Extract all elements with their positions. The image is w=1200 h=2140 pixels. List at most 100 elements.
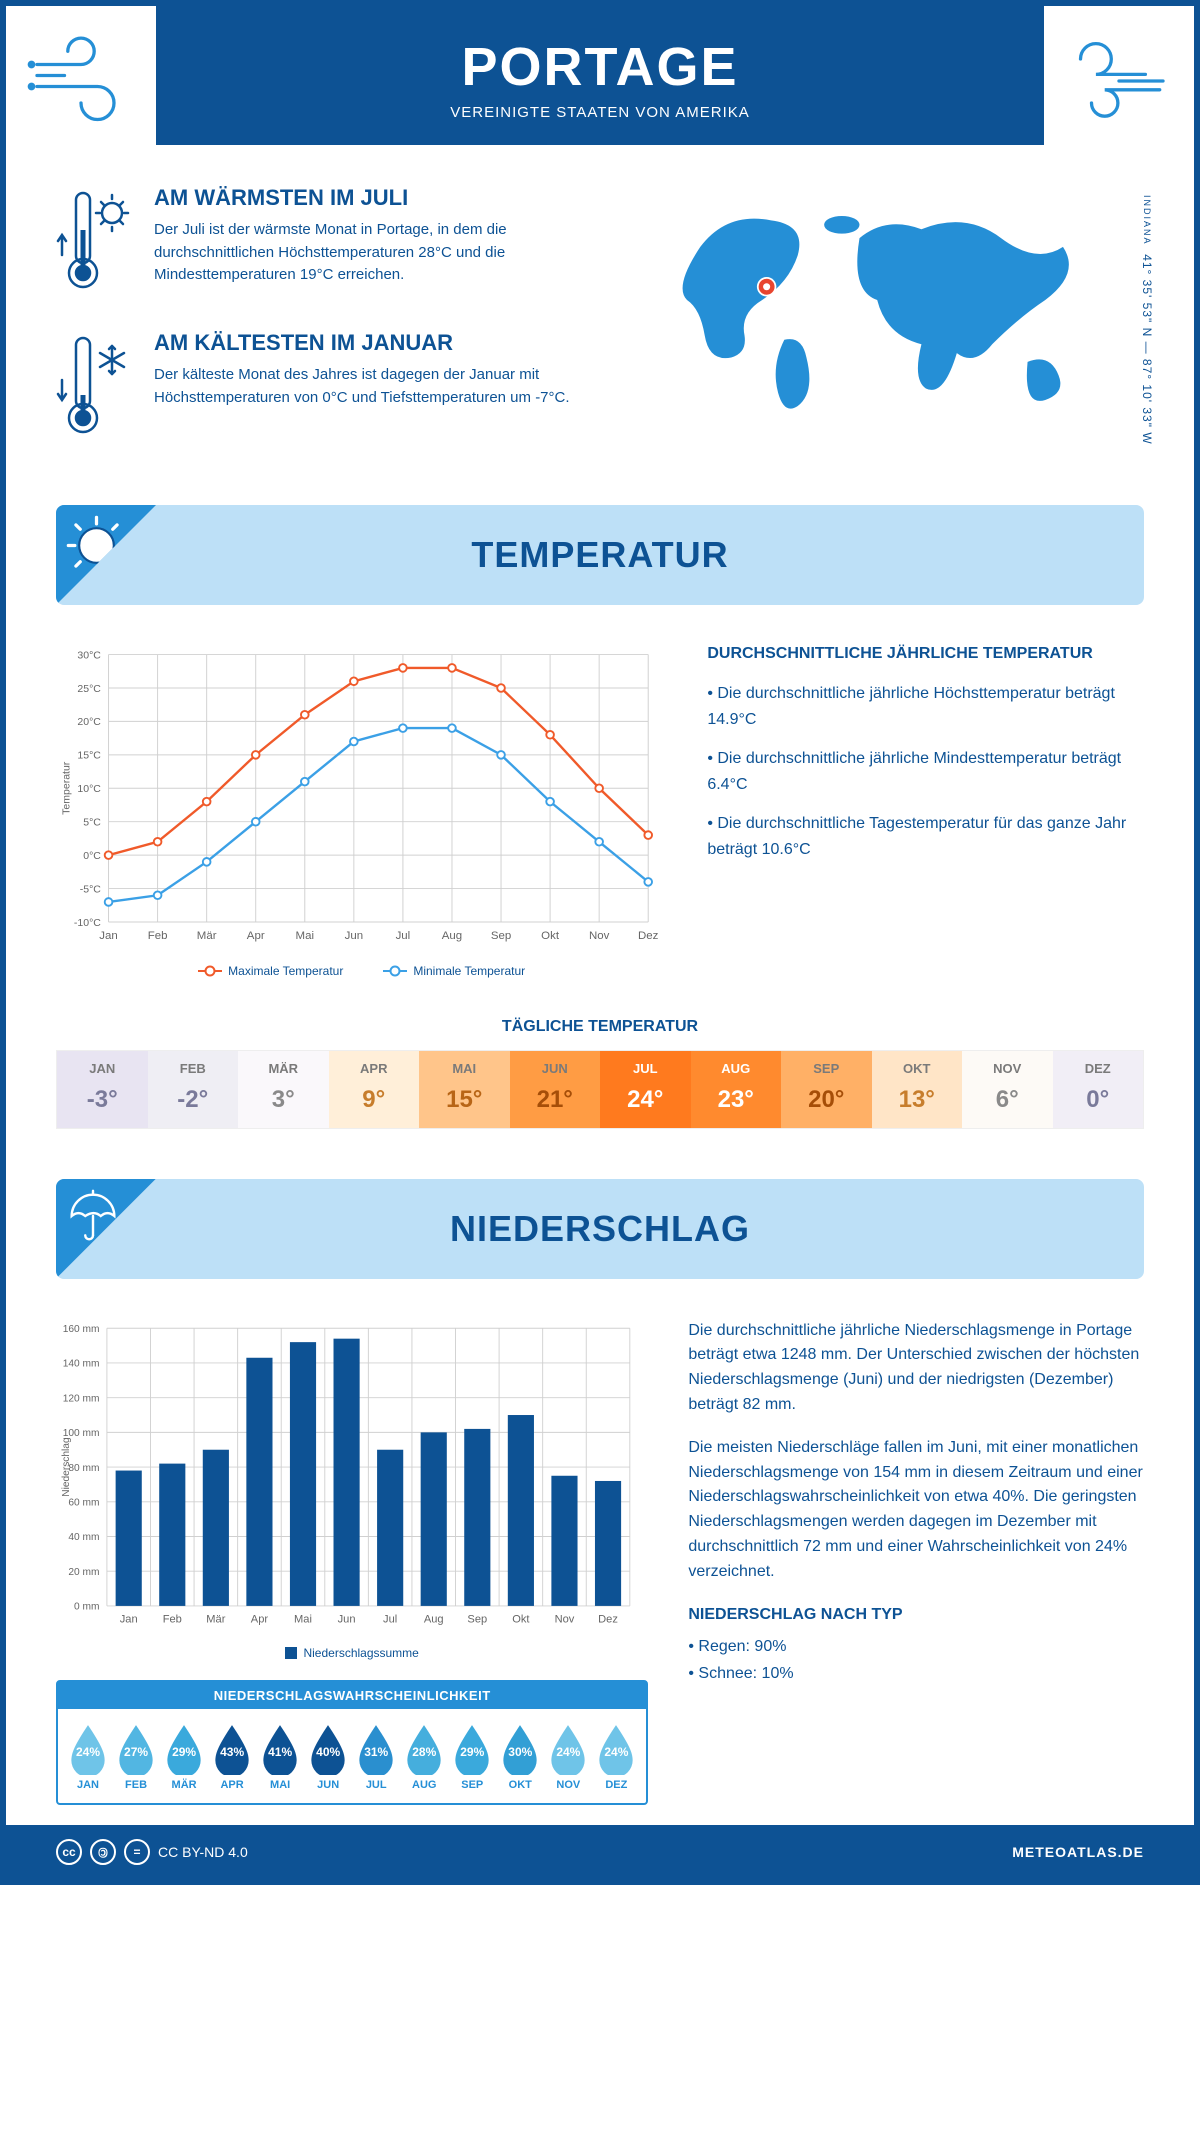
precipitation-text: Die durchschnittliche jährliche Niedersc… [688,1319,1144,1806]
probability-item: 24%JAN [64,1723,112,1791]
warmest-text: Der Juli ist der wärmste Monat in Portag… [154,219,598,287]
daily-temp-cell: APR9° [329,1051,420,1128]
daily-temp-cell: JUN21° [510,1051,601,1128]
svg-text:25°C: 25°C [77,683,101,695]
svg-text:Feb: Feb [148,930,168,942]
daily-temp-cell: OKT13° [872,1051,963,1128]
thermometer-snow-icon [56,330,136,445]
svg-text:Niederschlag: Niederschlag [61,1437,72,1496]
temperature-chart: -10°C -5°C 0°C 5°C 10°C 15°C 20°C 25°C 30°C Jan Fe… [56,645,667,978]
coordinates: INDIANA 41° 35' 53" N — 87° 10' 33" W [1140,195,1154,445]
world-map-icon [628,185,1144,415]
svg-text:Dez: Dez [638,930,659,942]
svg-text:Jun: Jun [338,1613,356,1625]
temperature-bullet: • Die durchschnittliche jährliche Mindes… [707,746,1144,797]
daily-temp-cell: NOV6° [962,1051,1053,1128]
temperature-legend: Maximale Temperatur Minimale Temperatur [56,964,667,978]
intro-section: AM WÄRMSTEN IM JULI Der Juli ist der wär… [6,145,1194,505]
svg-text:40 mm: 40 mm [68,1532,99,1543]
coldest-title: AM KÄLTESTEN IM JANUAR [154,330,598,356]
svg-text:60 mm: 60 mm [68,1497,99,1508]
probability-item: 31%JUL [352,1723,400,1791]
svg-text:20°C: 20°C [77,716,101,728]
daily-temperature-row: JAN-3°FEB-2°MÄR3°APR9°MAI15°JUN21°JUL24°… [56,1050,1144,1129]
probability-item: 30%OKT [496,1723,544,1791]
svg-text:30°C: 30°C [77,649,101,661]
daily-temp-cell: FEB-2° [148,1051,239,1128]
svg-text:Mär: Mär [206,1613,225,1625]
wind-icon-left [6,6,156,156]
svg-text:Sep: Sep [467,1613,487,1625]
svg-text:Jan: Jan [99,930,117,942]
svg-text:160 mm: 160 mm [63,1324,100,1335]
daily-temp-cell: DEZ0° [1053,1051,1144,1128]
svg-text:Sep: Sep [491,930,511,942]
svg-text:Mär: Mär [197,930,217,942]
probability-item: 24%NOV [544,1723,592,1791]
temperature-aside: DURCHSCHNITTLICHE JÄHRLICHE TEMPERATUR •… [707,645,1144,978]
svg-text:80 mm: 80 mm [68,1462,99,1473]
svg-text:Jan: Jan [120,1613,138,1625]
probability-item: 29%MÄR [160,1723,208,1791]
probability-item: 28%AUG [400,1723,448,1791]
svg-text:Mai: Mai [296,930,314,942]
page-subtitle: VEREINIGTE STAATEN VON AMERIKA [6,104,1194,121]
svg-text:Okt: Okt [512,1613,529,1625]
probability-item: 43%APR [208,1723,256,1791]
by-icon: 🄯 [90,1839,116,1865]
daily-temp-cell: MÄR3° [238,1051,329,1128]
svg-text:0 mm: 0 mm [74,1601,99,1612]
svg-text:Okt: Okt [541,930,560,942]
coldest-block: AM KÄLTESTEN IM JANUAR Der kälteste Mona… [56,330,598,445]
svg-text:Apr: Apr [247,930,265,942]
temperature-bullet: • Die durchschnittliche jährliche Höchst… [707,681,1144,732]
svg-text:Jun: Jun [345,930,363,942]
probability-item: 29%SEP [448,1723,496,1791]
svg-text:140 mm: 140 mm [63,1358,100,1369]
svg-text:15°C: 15°C [77,750,101,762]
precipitation-probability-box: NIEDERSCHLAGSWAHRSCHEINLICHKEIT 24%JAN27… [56,1680,648,1805]
license-text: CC BY-ND 4.0 [158,1844,248,1860]
warmest-title: AM WÄRMSTEN IM JULI [154,185,598,211]
wind-icon-right [1044,6,1194,156]
site-name: METEOATLAS.DE [1012,1844,1144,1860]
svg-text:Nov: Nov [555,1613,575,1625]
footer: cc 🄯 = CC BY-ND 4.0 METEOATLAS.DE [6,1825,1194,1879]
svg-text:0°C: 0°C [83,850,101,862]
probability-item: 40%JUN [304,1723,352,1791]
daily-temp-cell: JUL24° [600,1051,691,1128]
svg-text:Dez: Dez [598,1613,618,1625]
temperature-section-bar: TEMPERATUR [56,505,1144,605]
svg-text:20 mm: 20 mm [68,1567,99,1578]
nd-icon: = [124,1839,150,1865]
precipitation-legend: Niederschlagssumme [56,1646,648,1660]
daily-temp-cell: AUG23° [691,1051,782,1128]
cc-icon: cc [56,1839,82,1865]
temperature-bullet: • Die durchschnittliche Tagestemperatur … [707,811,1144,862]
precipitation-section-bar: NIEDERSCHLAG [56,1179,1144,1279]
probability-item: 41%MAI [256,1723,304,1791]
svg-text:-10°C: -10°C [74,917,101,929]
precipitation-chart: 0 mm20 mm40 mm60 mm80 mm100 mm120 mm140 … [56,1319,648,1634]
umbrella-icon [62,1185,124,1247]
header: PORTAGE VEREINIGTE STAATEN VON AMERIKA [6,6,1194,145]
daily-temp-cell: JAN-3° [57,1051,148,1128]
svg-text:Apr: Apr [251,1613,269,1625]
svg-text:-5°C: -5°C [80,883,102,895]
svg-text:10°C: 10°C [77,783,101,795]
svg-text:120 mm: 120 mm [63,1393,100,1404]
svg-text:Aug: Aug [424,1613,444,1625]
sun-icon [64,513,129,578]
svg-text:Feb: Feb [163,1613,182,1625]
svg-text:Jul: Jul [383,1613,397,1625]
warmest-block: AM WÄRMSTEN IM JULI Der Juli ist der wär… [56,185,598,300]
svg-text:Jul: Jul [396,930,411,942]
daily-temp-heading: TÄGLICHE TEMPERATUR [6,1018,1194,1036]
svg-text:Aug: Aug [442,930,462,942]
temperature-heading: TEMPERATUR [471,534,728,576]
probability-item: 27%FEB [112,1723,160,1791]
svg-text:Nov: Nov [589,930,610,942]
svg-text:5°C: 5°C [83,817,101,829]
coldest-text: Der kälteste Monat des Jahres ist dagege… [154,364,598,409]
page-title: PORTAGE [6,36,1194,98]
